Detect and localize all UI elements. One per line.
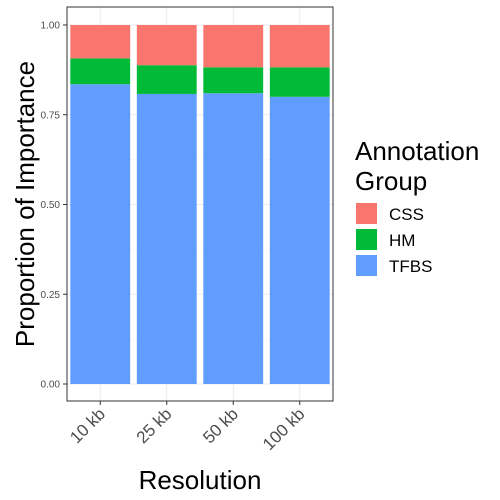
bar-hm-10kb bbox=[70, 58, 131, 85]
legend-items: CSS HM TFBS bbox=[356, 203, 432, 276]
bar-css-50kb bbox=[203, 25, 264, 68]
bar-css-25kb bbox=[136, 25, 197, 66]
bar-tfbs-25kb bbox=[136, 93, 197, 384]
x-axis: 10 kb 25 kb 50 kb 100 kb bbox=[66, 401, 309, 454]
y-tick-label: 0.75 bbox=[41, 110, 61, 121]
x-tick-label: 25 kb bbox=[133, 404, 176, 447]
bar-tfbs-10kb bbox=[70, 84, 131, 385]
x-axis-title: Resolution bbox=[139, 465, 262, 495]
bar-hm-50kb bbox=[203, 67, 264, 94]
bar-tfbs-100kb bbox=[269, 96, 330, 385]
legend-label-tfbs: TFBS bbox=[389, 257, 432, 276]
legend-label-hm: HM bbox=[389, 231, 415, 250]
legend-key-tfbs bbox=[356, 255, 377, 276]
legend-title-line-2: Group bbox=[355, 166, 427, 196]
legend-key-hm bbox=[356, 229, 377, 250]
bar-css-10kb bbox=[70, 25, 131, 59]
y-tick-label: 0.25 bbox=[41, 290, 61, 301]
y-tick-label: 0.50 bbox=[41, 200, 61, 211]
bars-layer bbox=[70, 25, 330, 385]
legend-label-css: CSS bbox=[389, 205, 424, 224]
y-tick-label: 1.00 bbox=[41, 21, 61, 32]
y-axis-title: Proportion of Importance bbox=[10, 61, 40, 347]
bar-css-100kb bbox=[269, 25, 330, 68]
legend-title-line-1: Annotation bbox=[355, 136, 479, 166]
x-tick-label: 50 kb bbox=[199, 404, 242, 447]
x-tick-label: 100 kb bbox=[259, 404, 309, 454]
legend-key-css bbox=[356, 203, 377, 224]
legend: Annotation Group CSS HM TFBS bbox=[355, 136, 479, 276]
x-tick-label: 10 kb bbox=[66, 404, 109, 447]
bar-hm-100kb bbox=[269, 67, 330, 97]
bar-tfbs-50kb bbox=[203, 93, 264, 385]
y-axis: 0.00 0.25 0.50 0.75 1.00 bbox=[41, 21, 67, 391]
y-tick-label: 0.00 bbox=[41, 380, 61, 391]
bar-hm-25kb bbox=[136, 65, 197, 94]
